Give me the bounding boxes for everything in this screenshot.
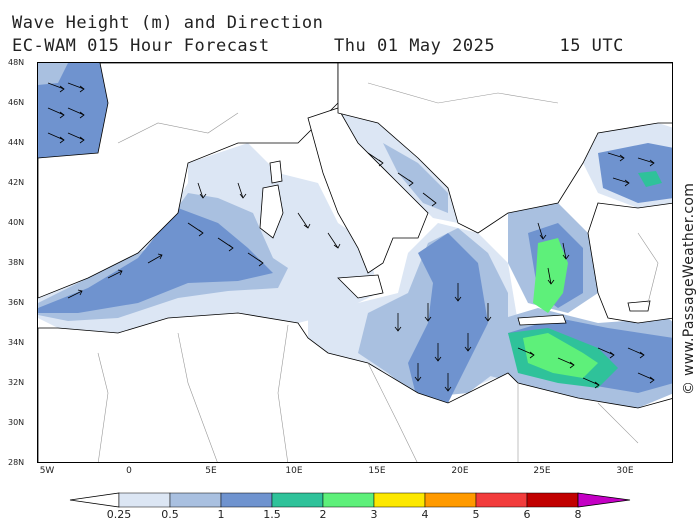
- lon-label-30e: 30E: [616, 466, 634, 476]
- lon-label-5w: 5W: [39, 466, 55, 476]
- legend-swatch-0-25: [118, 492, 171, 508]
- crete-land: [517, 314, 567, 326]
- lat-label-48n: 48N: [8, 58, 25, 67]
- legend-swatch-4: [424, 492, 477, 508]
- iberia-land: [38, 63, 339, 299]
- ionian-strong: [408, 233, 488, 403]
- lat-label-44n: 44N: [8, 138, 25, 147]
- legend-label-5: 5: [472, 508, 480, 521]
- title-line-1: Wave Height (m) and Direction: [12, 13, 324, 33]
- credit-text: © www.PassageWeather.com: [681, 182, 697, 395]
- legend-label-8: 8: [574, 508, 582, 521]
- legend-swatch-6: [526, 492, 579, 508]
- balkans-land: [337, 63, 672, 234]
- crete-south-green: [523, 333, 598, 378]
- lat-label-34n: 34N: [8, 338, 25, 347]
- legend-right-arrow: [577, 492, 631, 508]
- lon-label-15e: 15E: [368, 466, 386, 476]
- lat-label-38n: 38N: [8, 258, 25, 267]
- wave-map-canvas: [38, 63, 672, 462]
- title-line-2: EC-WAM 015 Hour Forecast Thu 01 May 2025…: [12, 36, 624, 56]
- lat-label-30n: 30N: [8, 418, 25, 427]
- lat-label-36n: 36N: [8, 298, 25, 307]
- lon-label-5e: 5E: [205, 466, 217, 476]
- north-africa-land: [38, 312, 672, 462]
- lon-label-10e: 10E: [285, 466, 303, 476]
- lat-label-40n: 40N: [8, 218, 25, 227]
- wave-map: [37, 62, 673, 463]
- legend-label-4: 4: [421, 508, 429, 521]
- west-med-strong: [38, 208, 273, 313]
- cyprus-land: [627, 300, 651, 312]
- lon-label-25e: 25E: [533, 466, 551, 476]
- legend-swatch-5: [475, 492, 528, 508]
- sardinia-land: [259, 184, 284, 239]
- wave-height-legend: [69, 492, 631, 508]
- legend-label-1-5: 1.5: [263, 508, 281, 521]
- wave-direction-arrows: [47, 82, 655, 392]
- lat-label-42n: 42N: [8, 178, 25, 187]
- country-borders: [97, 82, 659, 462]
- lon-label-20e: 20E: [451, 466, 469, 476]
- legend-label-6: 6: [523, 508, 531, 521]
- aegean-green: [533, 238, 568, 313]
- legend-swatch-0-5: [169, 492, 222, 508]
- legend-label-0-25: 0.25: [106, 508, 132, 521]
- legend-label-2: 2: [319, 508, 327, 521]
- legend-swatch-1: [220, 492, 273, 508]
- lat-label-28n: 28N: [8, 458, 25, 467]
- atlantic-light: [38, 63, 68, 85]
- lon-label-0: 0: [126, 466, 132, 476]
- lat-label-32n: 32N: [8, 378, 25, 387]
- lat-label-46n: 46N: [8, 98, 25, 107]
- legend-swatch-1-5: [271, 492, 324, 508]
- legend-label-0-5: 0.5: [161, 508, 179, 521]
- black-sea-medium: [598, 143, 672, 203]
- black-sea-green: [638, 171, 662, 187]
- legend-left-arrow: [69, 492, 120, 508]
- legend-swatch-2: [322, 492, 375, 508]
- legend-label-1: 1: [217, 508, 225, 521]
- sicily-land: [337, 274, 384, 299]
- adriatic-medium: [383, 143, 448, 213]
- legend-label-3: 3: [370, 508, 378, 521]
- corsica-land: [269, 160, 283, 184]
- turkey-land: [587, 202, 672, 324]
- legend-swatch-3: [373, 492, 426, 508]
- italy-land: [307, 107, 429, 274]
